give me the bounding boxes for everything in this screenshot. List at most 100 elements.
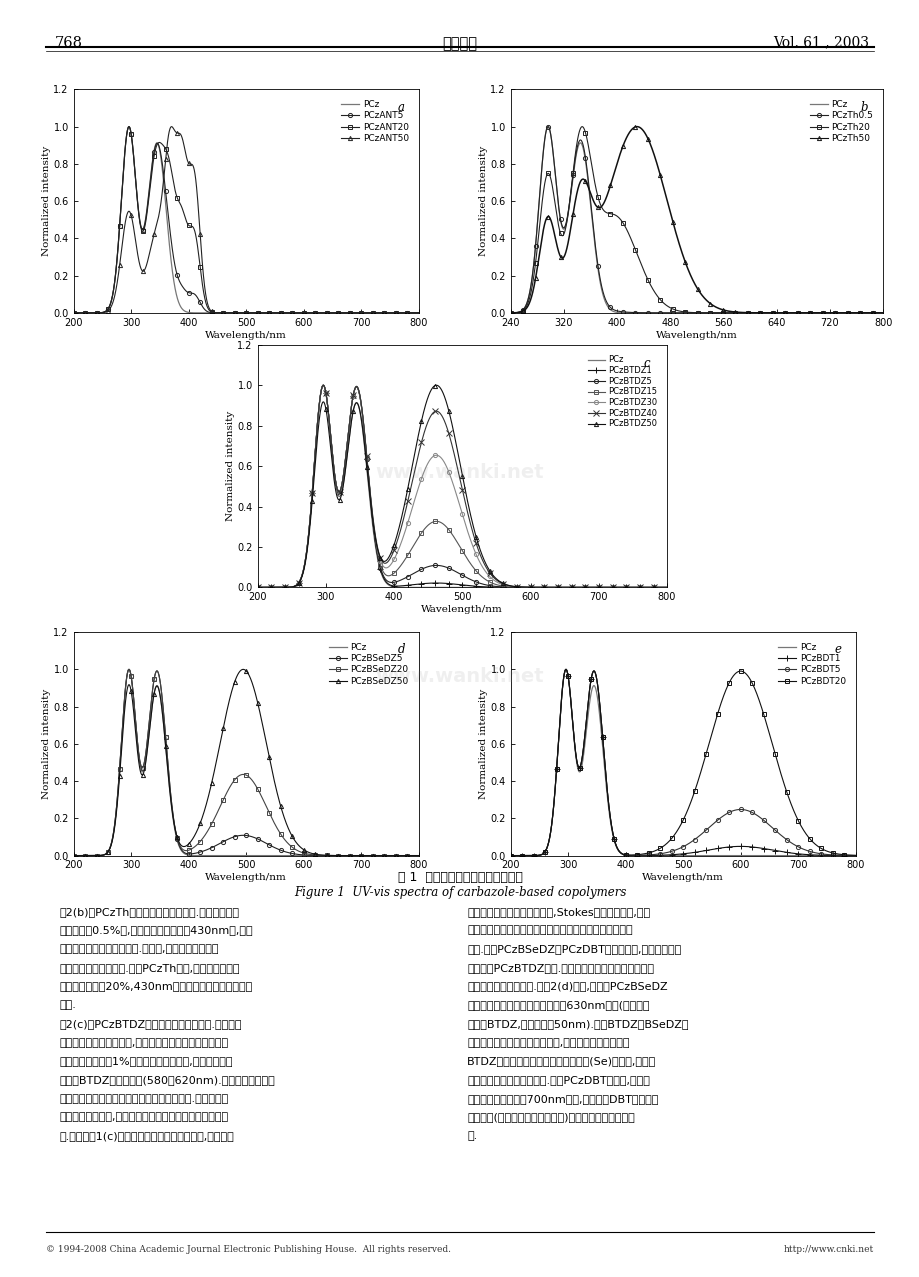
Text: 合物分子链间的相互作用随着苯并噌二唆的含量的增加而: 合物分子链间的相互作用随着苯并噌二唆的含量的增加而 [467,926,632,935]
Legend: PCz, PCzBDT1, PCzBDT5, PCzBDT20: PCz, PCzBDT1, PCzBDT5, PCzBDT20 [776,641,846,687]
Text: 链间相互作用的增大而引起.而在PCzDBT系列中,共聚物: 链间相互作用的增大而引起.而在PCzDBT系列中,共聚物 [467,1075,650,1085]
PCz [514,848,525,863]
Text: 768: 768 [55,36,83,50]
PCz [598,580,609,595]
PCz [505,305,516,321]
Y-axis label: Normalized intensity: Normalized intensity [225,411,234,521]
Text: 轭性增加(两个平面噌咐环的加入)导致其能隙的进一步降: 轭性增加(两个平面噌咐环的加入)导致其能隙的进一步降 [467,1112,634,1122]
PCz [68,848,79,863]
PCz [699,305,710,321]
Y-axis label: Normalized intensity: Normalized intensity [41,146,51,257]
Text: 移.由于在图1(c)中的吸收峰没有发生这类红移,所以这表: 移.由于在图1(c)中的吸收峰没有发生这类红移,所以这表 [60,1131,234,1142]
Legend: PCz, PCzTh0.5, PCzTh20, PCzTh50: PCz, PCzTh0.5, PCzTh20, PCzTh50 [807,98,874,144]
Text: 低.: 低. [467,1131,477,1142]
X-axis label: Wavelength/nm: Wavelength/nm [641,873,723,882]
Text: 图 1  咏唆类聚合物的紫外吸收光谱: 图 1 咏唆类聚合物的紫外吸收光谱 [397,871,522,884]
Text: 的特征和PCzBTDZ相同.咏唆片段上的激发能都十分有效: 的特征和PCzBTDZ相同.咏唆片段上的激发能都十分有效 [467,963,653,973]
PCz [68,305,79,321]
Y-axis label: Normalized intensity: Normalized intensity [478,688,487,799]
Text: 明随着苯并噌二唆含量的增加,Stokes位移有所增加,而聚: 明随着苯并噌二唆含量的增加,Stokes位移有所增加,而聚 [467,907,650,917]
PCz [552,739,563,755]
PCz [263,580,274,595]
PCz [317,378,328,393]
PCz [769,305,780,321]
PCz [849,848,860,863]
Line: PCz: PCz [74,669,418,856]
PCz [661,580,672,595]
PCz [77,848,88,863]
Text: 图2(c)是PCzBTDZ共聚物的光致发光光谱.我们发现: 图2(c)是PCzBTDZ共聚物的光致发光光谱.我们发现 [60,1019,242,1029]
Text: Vol. 61 , 2003: Vol. 61 , 2003 [773,36,868,50]
X-axis label: Wavelength/nm: Wavelength/nm [655,331,737,340]
PCz [661,848,672,863]
X-axis label: Wavelength/nm: Wavelength/nm [421,605,503,614]
Text: c: c [643,358,650,370]
PCz [297,566,308,581]
PCz [116,739,127,755]
PCz [283,580,294,595]
PCz [542,835,553,850]
X-axis label: Wavelength/nm: Wavelength/nm [205,873,287,882]
PCz [413,305,424,321]
PCz [554,212,565,227]
Text: Figure 1  UV-vis spectra of carbazole-based copolymers: Figure 1 UV-vis spectra of carbazole-bas… [293,886,626,899]
PCz [123,119,134,134]
PCz [877,305,888,321]
PCz [794,305,805,321]
Text: www.wanki.net: www.wanki.net [375,668,544,686]
PCz [740,305,751,321]
Text: d: d [397,644,404,656]
Text: 噌二唆的含量只有1%的情况下也完全淤灯,共聚物的发光: 噌二唆的含量只有1%的情况下也完全淤灯,共聚物的发光 [60,1056,233,1066]
PCz [797,848,808,863]
PCz [95,305,106,321]
Text: http://www.cnki.net: http://www.cnki.net [783,1245,873,1254]
Legend: PCz, PCzANT5, PCzANT20, PCzANT50: PCz, PCzANT5, PCzANT20, PCzANT50 [339,98,410,144]
Text: 相应于BTDZ能隙的红色(580～620nm).这表明咏唆片段上: 相应于BTDZ能隙的红色(580～620nm).这表明咏唆片段上 [60,1075,276,1085]
PCz [560,661,571,677]
Line: PCz: PCz [510,126,882,313]
Line: PCz: PCz [257,386,666,587]
PCz [413,848,424,863]
Text: 的光谱峰値红移到了700nm左右,这是由于DBT单元的共: 的光谱峰値红移到了700nm左右,这是由于DBT单元的共 [467,1093,658,1103]
Text: 衍生物BTDZ,光谱红移了50nm).由于BTDZ和BSeDZ在: 衍生物BTDZ,光谱红移了50nm).由于BTDZ和BSeDZ在 [467,1019,688,1029]
Legend: PCz, PCzBTDZ1, PCzBTDZ5, PCzBTDZ15, PCzBTDZ30, PCzBTDZ40, PCzBTDZ50: PCz, PCzBTDZ1, PCzBTDZ5, PCzBTDZ15, PCzB… [585,354,658,430]
PCz [531,848,542,863]
PCz [77,305,88,321]
Line: PCz: PCz [510,669,855,856]
Text: e: e [834,644,841,656]
PCz [116,197,127,212]
Text: 系列的光致发光光谱的峰値红移到630nm左右(相对于硫: 系列的光致发光光谱的峰値红移到630nm左右(相对于硫 [467,1000,649,1010]
PCz [224,848,235,863]
Text: 图2(b)是PCzTh共聚物的光致发光光谱.当共聚物中噌: 图2(b)是PCzTh共聚物的光致发光光谱.当共聚物中噌 [60,907,240,917]
Text: 增加.对于PCzBSeDZ和PCzDBT共聚物体系,光致发光光谱: 增加.对于PCzBSeDZ和PCzDBT共聚物体系,光致发光光谱 [467,944,681,954]
Legend: PCz, PCzBSeDZ5, PCzBSeDZ20, PCzBSeDZ50: PCz, PCzBSeDZ5, PCzBSeDZ20, PCzBSeDZ50 [327,641,410,687]
Text: © 1994-2008 China Academic Journal Electronic Publishing House.  All rights rese: © 1994-2008 China Academic Journal Elect… [46,1245,450,1254]
PCz [360,305,371,321]
Text: 的激发能十分有效地传递给了苯并噌二唆单元.随着苯并噌: 的激发能十分有效地传递给了苯并噌二唆单元.随着苯并噌 [60,1093,229,1103]
Line: PCz: PCz [74,126,418,313]
PCz [753,305,764,321]
Text: 地传递给了窄带隙单体.由图2(d)可知,共聚物PCzBSeDZ: 地传递给了窄带隙单体.由图2(d)可知,共聚物PCzBSeDZ [467,982,667,991]
PCz [360,848,371,863]
PCz [224,305,235,321]
PCz [123,661,134,677]
Text: www.wanki.net: www.wanki.net [375,464,544,481]
PCz [95,848,106,863]
Text: 基复合物的发射已大为减弱.这显示,加入少量噌咐可有: 基复合物的发射已大为减弱.这显示,加入少量噌咐可有 [60,944,219,954]
Text: BTDZ中的硫原子被原子半径较大的硒(Se)取代后,聚合物: BTDZ中的硫原子被原子半径较大的硒(Se)取代后,聚合物 [467,1056,656,1066]
Text: a: a [397,101,404,114]
PCz [106,835,117,850]
Y-axis label: Normalized intensity: Normalized intensity [478,146,487,257]
Text: 咐含量仅为0.5%时,发射谱的主峰値仍在430nm处,但激: 咐含量仅为0.5%时,发射谱的主峰値仍在430nm处,但激 [60,926,253,935]
Text: 二唆的含量的增加,共聚物的发光位置可观测到有少许的红: 二唆的含量的增加,共聚物的发光位置可观测到有少许的红 [60,1112,229,1122]
PCz [308,462,319,478]
Text: 噌咐含量增加到20%,430nm的咏唆链段的发射仍保留一: 噌咐含量增加到20%,430nm的咏唆链段的发射仍保留一 [60,982,253,991]
PCz [505,848,516,863]
PCz [106,292,117,308]
Text: 化学学报: 化学学报 [442,36,477,51]
PCz [437,580,448,595]
Text: 聚合物的光致发光光谱中,咏唆片段的特征发射即使在苯并: 聚合物的光致发光光谱中,咏唆片段的特征发射即使在苯并 [60,1038,229,1047]
Text: 小峰.: 小峰. [60,1000,76,1010]
Y-axis label: Normalized intensity: Normalized intensity [41,688,51,799]
PCz [542,119,553,134]
